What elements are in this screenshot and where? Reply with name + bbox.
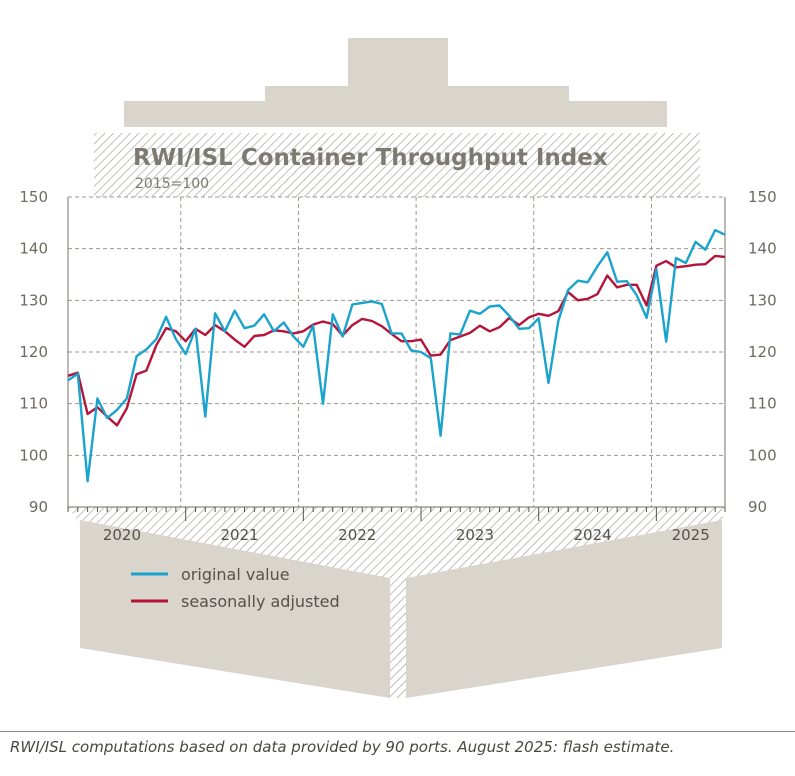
series-line-adjusted (67, 254, 726, 427)
ship-funnel (348, 38, 448, 88)
y-tick-labels: 90 90 100 100 110 110 120 120 130 130 140 140 150 150 (19, 188, 776, 516)
hull-hatch-bow (68, 507, 725, 582)
y-tick-label-right-90: 90 (748, 498, 767, 516)
x-tick-label-2025: 2025 (672, 526, 710, 544)
x-tick-labels: 2020 2021 2022 2023 2024 2025 (103, 526, 710, 544)
footnote: RWI/ISL computations based on data provi… (10, 738, 675, 756)
series-group (67, 228, 726, 483)
footnote-divider (0, 731, 795, 732)
y-tick-label-right-140: 140 (748, 240, 777, 258)
x-tick-label-2024: 2024 (574, 526, 612, 544)
series-line-original (67, 228, 726, 483)
legend-label-adjusted: seasonally adjusted (181, 592, 340, 611)
x-ticks (67, 507, 726, 521)
y-tick-label-left-140: 140 (19, 240, 48, 258)
legend: original value seasonally adjusted (131, 565, 340, 611)
x-tick-label-2023: 2023 (456, 526, 494, 544)
y-tick-label-left-100: 100 (19, 446, 48, 464)
x-tick-label-2022: 2022 (338, 526, 376, 544)
chart-subtitle: 2015=100 (135, 176, 209, 192)
y-tick-label-left-150: 150 (19, 188, 48, 206)
chart: RWI/ISL Container Throughput Index 2015=… (19, 38, 777, 698)
y-tick-label-right-100: 100 (748, 446, 777, 464)
y-tick-label-right-120: 120 (748, 343, 777, 361)
y-tick-label-right-130: 130 (748, 291, 777, 309)
hull-left (80, 520, 390, 698)
ship-deck-upper (265, 86, 569, 104)
chart-title: RWI/ISL Container Throughput Index (133, 145, 608, 171)
x-tick-label-2021: 2021 (221, 526, 259, 544)
hull-keel-hatch (390, 580, 406, 698)
y-tick-label-left-130: 130 (19, 291, 48, 309)
x-tick-label-2020: 2020 (103, 526, 141, 544)
hull-right (406, 520, 722, 698)
y-tick-label-right-110: 110 (748, 395, 777, 413)
y-tick-label-left-90: 90 (29, 498, 48, 516)
ship-deck-lower (124, 101, 667, 127)
y-tick-label-left-120: 120 (19, 343, 48, 361)
legend-label-original: original value (181, 565, 290, 584)
ship-title-band (94, 133, 700, 197)
ship-hull (68, 507, 725, 698)
y-tick-label-right-150: 150 (748, 188, 777, 206)
ship-superstructure (94, 38, 700, 197)
y-tick-label-left-110: 110 (19, 395, 48, 413)
